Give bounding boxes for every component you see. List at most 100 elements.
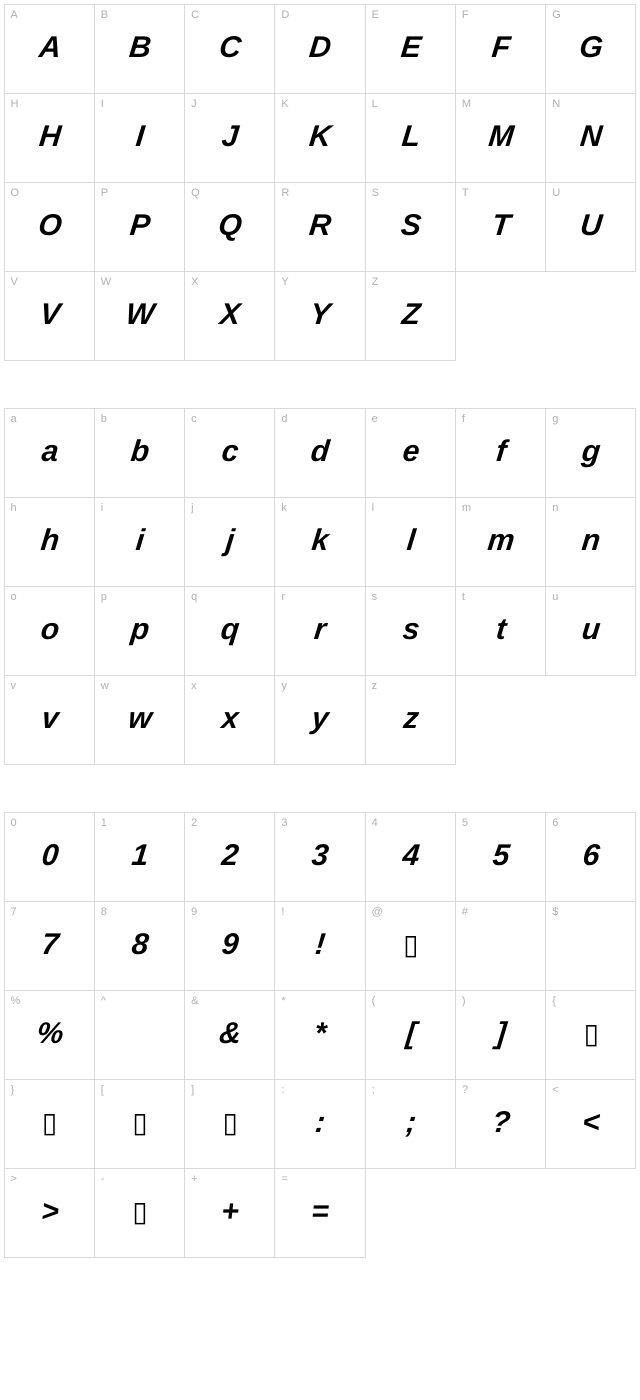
glyph-cell: SS — [365, 182, 456, 272]
cell-glyph: J — [183, 120, 276, 154]
cell-label: x — [191, 680, 197, 692]
glyph-cell: HH — [4, 93, 95, 183]
cell-glyph: o — [3, 613, 96, 647]
glyph-cell: mm — [455, 497, 546, 587]
cell-glyph: E — [364, 31, 457, 65]
cell-glyph: R — [274, 209, 367, 243]
glyph-cell: 00 — [4, 812, 95, 902]
cell-label: u — [552, 591, 558, 603]
cell-label: y — [281, 680, 287, 692]
cell-glyph: F — [454, 31, 547, 65]
glyph-cell: 88 — [94, 901, 185, 991]
cell-label: U — [552, 187, 560, 199]
cell-label: O — [11, 187, 20, 199]
cell-glyph: 2 — [183, 839, 276, 873]
cell-label: s — [372, 591, 378, 603]
glyph-cell: YY — [274, 271, 365, 361]
cell-glyph: Y — [274, 298, 367, 332]
cell-glyph: U — [544, 209, 637, 243]
glyph-cell: ++ — [184, 1168, 275, 1258]
cell-label: < — [552, 1084, 558, 1096]
glyph-cell: GG — [545, 4, 636, 94]
section-numbers-symbols: 00112233445566778899!!@▯#$%%^&&**([)]{▯}… — [4, 812, 636, 1257]
cell-glyph: g — [544, 435, 637, 469]
cell-glyph: % — [3, 1017, 96, 1051]
glyph-cell: 99 — [184, 901, 275, 991]
cell-label: q — [191, 591, 197, 603]
cell-glyph: 0 — [3, 839, 96, 873]
glyph-grid: AABBCCDDEEFFGGHHIIJJKKLLMMNNOOPPQQRRSSTT… — [4, 4, 636, 360]
cell-glyph: h — [3, 524, 96, 558]
glyph-cell: JJ — [184, 93, 275, 183]
cell-label: D — [281, 9, 289, 21]
cell-glyph: T — [454, 209, 547, 243]
cell-glyph: u — [544, 613, 637, 647]
glyph-cell: xx — [184, 675, 275, 765]
glyph-grid: 00112233445566778899!!@▯#$%%^&&**([)]{▯}… — [4, 812, 636, 1257]
cell-label: m — [462, 502, 471, 514]
cell-glyph: b — [93, 435, 186, 469]
cell-glyph: & — [183, 1017, 276, 1051]
glyph-cell: DD — [274, 4, 365, 94]
cell-label: X — [191, 276, 198, 288]
glyph-cell: BB — [94, 4, 185, 94]
cell-glyph: Q — [183, 209, 276, 243]
glyph-cell: pp — [94, 586, 185, 676]
cell-glyph: ▯ — [95, 1106, 184, 1139]
glyph-cell: MM — [455, 93, 546, 183]
glyph-cell: nn — [545, 497, 636, 587]
cell-label: R — [281, 187, 289, 199]
cell-glyph: C — [183, 31, 276, 65]
glyph-cell: == — [274, 1168, 365, 1258]
cell-label: v — [11, 680, 17, 692]
cell-label: : — [281, 1084, 284, 1096]
glyph-cell: ]▯ — [184, 1079, 275, 1169]
glyph-cell: gg — [545, 408, 636, 498]
cell-glyph: B — [93, 31, 186, 65]
cell-glyph: 7 — [3, 928, 96, 962]
cell-glyph: 8 — [93, 928, 186, 962]
cell-label: 8 — [101, 906, 107, 918]
character-map: AABBCCDDEEFFGGHHIIJJKKLLMMNNOOPPQQRRSSTT… — [4, 4, 636, 1257]
cell-label: { — [552, 995, 556, 1007]
glyph-cell: 11 — [94, 812, 185, 902]
cell-label: 0 — [11, 817, 17, 829]
cell-glyph: P — [93, 209, 186, 243]
cell-glyph: ▯ — [546, 1017, 635, 1050]
cell-glyph: I — [93, 120, 186, 154]
glyph-cell: ?? — [455, 1079, 546, 1169]
glyph-cell: II — [94, 93, 185, 183]
cell-glyph: p — [93, 613, 186, 647]
cell-label: ( — [372, 995, 376, 1007]
cell-glyph: 9 — [183, 928, 276, 962]
glyph-cell: << — [545, 1079, 636, 1169]
cell-glyph: D — [274, 31, 367, 65]
cell-label: n — [552, 502, 558, 514]
cell-label: W — [101, 276, 111, 288]
glyph-cell: uu — [545, 586, 636, 676]
cell-glyph: 3 — [274, 839, 367, 873]
cell-glyph: q — [183, 613, 276, 647]
cell-label: G — [552, 9, 561, 21]
glyph-cell: rr — [274, 586, 365, 676]
glyph-cell: ZZ — [365, 271, 456, 361]
glyph-cell: ii — [94, 497, 185, 587]
cell-label: a — [11, 413, 17, 425]
cell-label: P — [101, 187, 108, 199]
cell-label: H — [11, 98, 19, 110]
cell-label: z — [372, 680, 378, 692]
cell-label: # — [462, 906, 468, 918]
glyph-cell: >> — [4, 1168, 95, 1258]
cell-glyph: 1 — [93, 839, 186, 873]
cell-glyph: ▯ — [185, 1106, 274, 1139]
glyph-cell: NN — [545, 93, 636, 183]
cell-label: Z — [372, 276, 379, 288]
cell-label: T — [462, 187, 469, 199]
cell-glyph: c — [183, 435, 276, 469]
cell-label: ] — [191, 1084, 194, 1096]
cell-glyph: ? — [454, 1106, 547, 1140]
cell-label: [ — [101, 1084, 104, 1096]
cell-glyph: G — [544, 31, 637, 65]
cell-glyph: v — [3, 702, 96, 736]
glyph-cell: ([ — [365, 990, 456, 1080]
